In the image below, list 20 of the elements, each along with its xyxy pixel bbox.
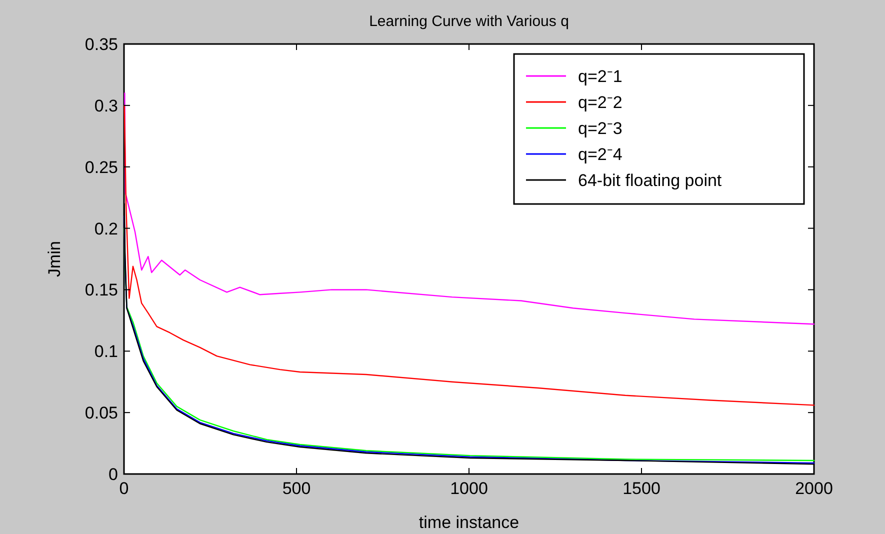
chart-title: Learning Curve with Various q bbox=[369, 13, 569, 30]
legend-label: 64-bit floating point bbox=[578, 171, 722, 190]
x-tick-label: 500 bbox=[282, 479, 311, 498]
legend-label: q=2⁻1 bbox=[578, 67, 622, 86]
x-tick-label: 1000 bbox=[450, 479, 488, 498]
legend-label: q=2⁻3 bbox=[578, 119, 622, 138]
y-tick-label: 0.05 bbox=[84, 404, 118, 423]
y-tick-label: 0.15 bbox=[84, 280, 118, 300]
y-tick-label: 0.1 bbox=[94, 342, 118, 362]
y-tick-label: 0.2 bbox=[94, 219, 118, 238]
y-tick-label: 0.25 bbox=[84, 158, 118, 177]
legend-label: q=2⁻2 bbox=[578, 93, 622, 112]
y-tick-label: 0.3 bbox=[94, 96, 118, 116]
y-tick-label: 0 bbox=[108, 465, 118, 484]
x-tick-label: 1500 bbox=[622, 479, 660, 498]
y-tick-label: 0.35 bbox=[84, 35, 118, 54]
legend-label: q=2⁻4 bbox=[578, 145, 622, 164]
x-axis-title: time instance bbox=[418, 513, 520, 532]
x-tick-label: 2000 bbox=[795, 479, 833, 498]
y-axis-title: Jmin bbox=[45, 241, 64, 277]
